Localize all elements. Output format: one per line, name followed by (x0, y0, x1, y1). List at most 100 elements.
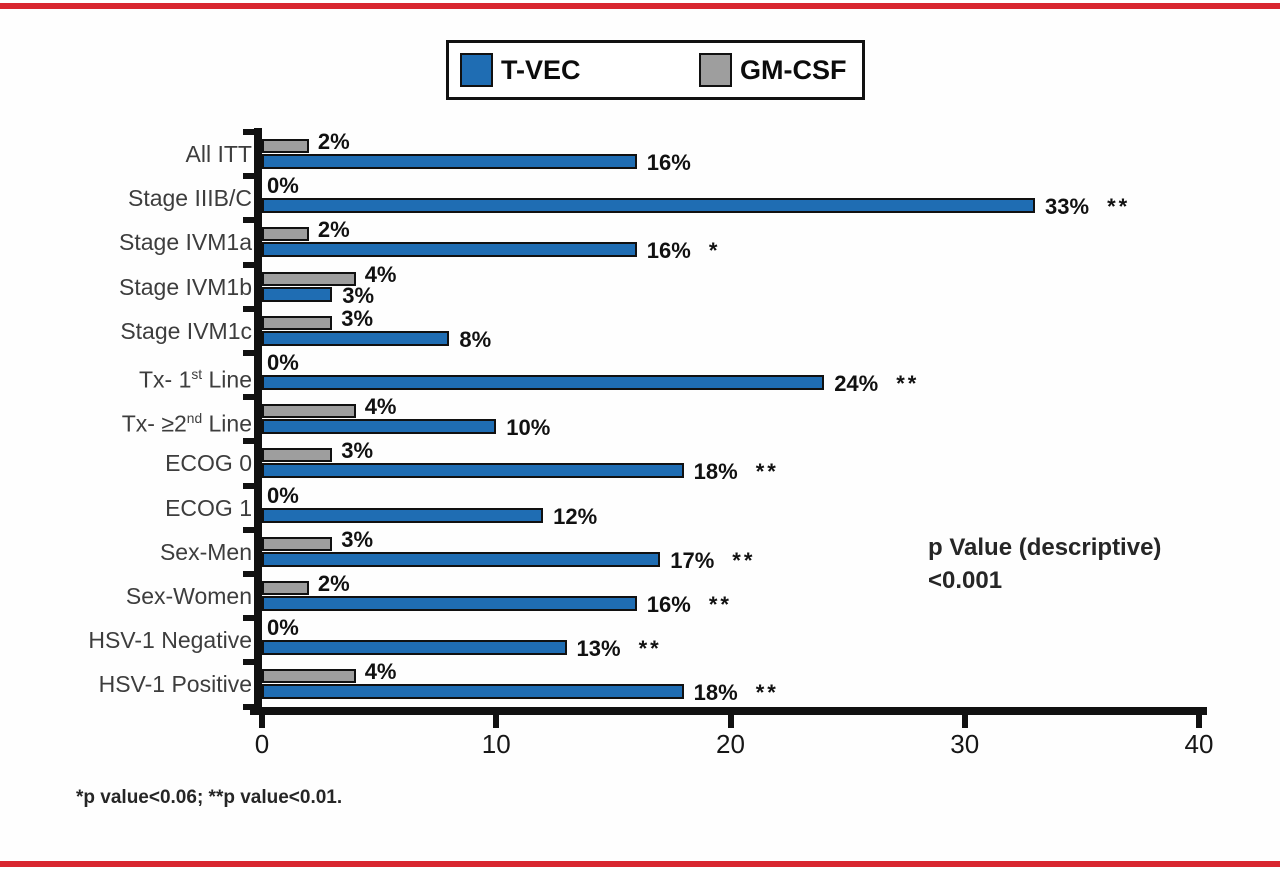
value-text: 16% (646, 150, 691, 175)
category-label-text: Sex-Men (159, 538, 252, 565)
category-label-superscript: st (191, 367, 203, 382)
legend-label-tvec: T-VEC (501, 54, 581, 85)
x-tick-label: 10 (481, 729, 511, 759)
value-label-tvec: 10% (506, 417, 550, 439)
value-text: 18% (693, 459, 738, 485)
category-label: Sex-Men (0, 530, 252, 574)
category-label: Stage IVM1c (0, 309, 252, 353)
x-axis-tick (1196, 715, 1202, 728)
x-axis-tick (727, 715, 734, 728)
x-axis-line (250, 707, 1207, 715)
bar-gmcsf (262, 271, 356, 286)
value-text: 33% (1045, 194, 1090, 220)
value-text: 0% (267, 173, 299, 199)
value-label-tvec: 16% * (647, 240, 721, 262)
category-label: Tx- 1st Line (0, 353, 252, 397)
category-label: HSV-1 Positive (0, 662, 252, 706)
value-text: 4% (364, 659, 397, 685)
significance-stars: ** (755, 680, 779, 706)
y-axis-tick (243, 173, 254, 180)
category-label: Stage IIIB/C (0, 176, 252, 220)
category-label: All ITT (0, 132, 252, 176)
y-axis-tick (243, 129, 254, 135)
value-text: 0% (267, 482, 299, 508)
legend-label-gmcsf: GM-CSF (740, 54, 847, 85)
bar-tvec (262, 640, 567, 656)
value-label-gmcsf: 2% (318, 573, 350, 595)
bottom-accent-bar (0, 861, 1280, 867)
x-tick-label: 30 (950, 729, 980, 759)
category-label-text: Stage IVM1a (119, 229, 252, 256)
category-label-text: ECOG 1 (165, 494, 252, 521)
bar-gmcsf (262, 315, 333, 330)
value-text: 16% (646, 238, 691, 264)
value-label-tvec: 8% (459, 326, 492, 352)
value-label-gmcsf: 0% (267, 617, 299, 639)
y-axis-tick (243, 526, 254, 533)
value-text: 16% (646, 592, 691, 617)
value-label-gmcsf: 4% (364, 261, 397, 287)
value-label-tvec: 18% ** (694, 461, 779, 483)
footnote: *p value<0.06; **p value<0.01. (76, 787, 343, 808)
category-label-text: All ITT (185, 141, 252, 167)
value-label-gmcsf: 3% (341, 526, 374, 552)
significance-stars: ** (755, 459, 779, 485)
category-label-text: Stage IVM1b (119, 273, 252, 300)
significance-stars: ** (1107, 194, 1131, 220)
y-axis-tick (243, 571, 254, 577)
category-label-text: Line (202, 366, 253, 393)
value-label-tvec: 3% (342, 284, 374, 307)
category-label-text: Tx- ≥2 (121, 410, 187, 437)
bar-tvec (262, 684, 684, 700)
bar-tvec (262, 286, 333, 302)
value-text: 3% (341, 438, 374, 464)
x-axis-tick (259, 715, 265, 728)
bar-gmcsf (262, 536, 333, 551)
value-label-tvec: 33% ** (1045, 196, 1130, 218)
category-label-text: HSV-1 Positive (98, 671, 252, 698)
bar-tvec (262, 551, 661, 567)
bar-tvec (262, 198, 1036, 214)
bar-gmcsf (262, 404, 356, 419)
bar-gmcsf (262, 227, 309, 242)
p-value-annotation: p Value (descriptive) <0.001 (928, 531, 1161, 597)
y-axis-tick (243, 394, 254, 401)
bar-tvec (262, 596, 637, 611)
category-label-text: Stage IIIB/C (127, 185, 252, 212)
category-label-text: Line (202, 410, 253, 437)
significance-stars: * (708, 238, 721, 264)
bar-tvec (262, 242, 637, 258)
value-label-tvec: 13% ** (577, 638, 662, 660)
y-axis-tick (243, 305, 254, 312)
value-text: 3% (341, 526, 374, 552)
x-tick-label: 20 (716, 729, 745, 759)
value-label-gmcsf: 4% (365, 396, 397, 418)
category-label: ECOG 0 (0, 441, 252, 485)
value-text: 12% (553, 503, 598, 529)
y-axis-tick (243, 350, 254, 356)
value-text: 2% (317, 571, 350, 596)
category-label-text: Tx- 1 (139, 366, 192, 393)
category-label-text: HSV-1 Negative (88, 627, 252, 654)
bar-tvec (262, 330, 450, 346)
y-axis-tick (243, 438, 254, 445)
value-text: 0% (267, 615, 299, 641)
x-axis-tick (493, 715, 500, 728)
value-text: 8% (459, 326, 492, 352)
value-label-gmcsf: 0% (267, 175, 299, 197)
value-text: 4% (364, 261, 397, 287)
value-label-gmcsf: 2% (318, 219, 350, 241)
value-label-gmcsf: 0% (267, 482, 299, 508)
bar-tvec (262, 463, 684, 479)
value-label-tvec: 24% ** (834, 373, 919, 395)
category-label-text: Stage IVM1c (120, 317, 252, 344)
x-axis-tick (961, 715, 968, 728)
y-axis-tick (243, 703, 254, 710)
y-axis-tick (243, 615, 254, 622)
x-tick-label: 0 (254, 729, 270, 759)
significance-stars: ** (638, 636, 662, 662)
bar-tvec (262, 375, 825, 390)
category-label: Sex-Women (0, 574, 252, 618)
